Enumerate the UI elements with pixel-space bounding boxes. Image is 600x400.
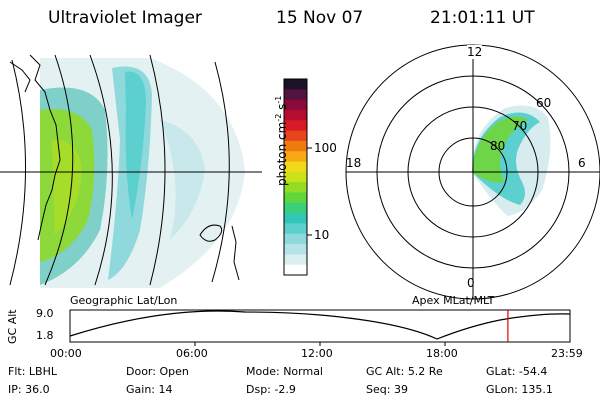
door-status: Door: Open [126, 365, 189, 378]
dsp-status: Dsp: -2.9 [246, 383, 296, 396]
gc-alt-xtick-0000: 00:00 [50, 347, 82, 360]
colorbar-stripe [284, 79, 307, 90]
mode-status: Mode: Normal [246, 365, 323, 378]
mlt-label-12: 12 [467, 45, 483, 59]
polar-image [471, 105, 551, 216]
colorbar-stripe [284, 130, 307, 142]
colorbar-stripe [284, 109, 307, 121]
lat-label-70: 70 [512, 119, 528, 133]
observation-date: 15 Nov 07 [276, 8, 364, 28]
colorbar-label: photon cm-2 s-1 [274, 95, 289, 186]
gc-alt-xtick-2359: 23:59 [551, 347, 583, 360]
colorbar-stripe [284, 192, 307, 204]
gcalt-status: GC Alt: 5.2 Re [366, 365, 443, 378]
coastlines [9, 54, 240, 281]
gain-status: Gain: 14 [126, 383, 173, 396]
polar-caption: Apex MLat/MLT [412, 294, 495, 307]
colorbar-stripe [284, 161, 307, 173]
gc-alt-curve [69, 310, 571, 340]
observation-time: 21:01:11 UT [430, 8, 535, 28]
geographic-caption: Geographic Lat/Lon [70, 294, 178, 307]
colorbar-stripe [284, 140, 307, 152]
seq-status: Seq: 39 [366, 383, 408, 396]
colorbar-stripe [284, 182, 307, 194]
ip-status: IP: 36.0 [8, 383, 50, 396]
colorbar-stripe [284, 244, 307, 255]
colorbar-frame [283, 78, 308, 276]
colorbar-stripe [284, 120, 307, 132]
colorbar-stripe [284, 264, 307, 276]
gc-alt-xtick-0600: 06:00 [176, 347, 208, 360]
geographic-grid [0, 54, 262, 286]
colorbar [284, 79, 307, 276]
colorbar-tick-10: 10 [314, 228, 330, 242]
colorbar-stripe [284, 202, 307, 214]
colorbar-stripe [284, 254, 307, 266]
colorbar-stripe [284, 89, 307, 101]
instrument-title: Ultraviolet Imager [48, 8, 202, 28]
filter-status: Flt: LBHL [8, 365, 57, 378]
mlt-label-18: 18 [346, 156, 362, 170]
glon-status: GLon: 135.1 [486, 383, 553, 396]
glat-status: GLat: -54.4 [486, 365, 548, 378]
colorbar-stripe [284, 233, 307, 245]
polar-grid [345, 44, 600, 300]
colorbar-tick-100: 100 [314, 141, 337, 155]
mlt-label-0: 0 [467, 276, 475, 290]
gc-alt-xtick-1800: 18:00 [426, 347, 458, 360]
gc-alt-ytick-max: 9.0 [36, 307, 54, 320]
colorbar-stripe [284, 213, 307, 225]
lat-label-60: 60 [536, 96, 552, 110]
lat-label-80: 80 [490, 139, 506, 153]
colorbar-stripe [284, 171, 307, 183]
colorbar-stripe [284, 223, 307, 235]
colorbar-stripe [284, 151, 307, 163]
gc-alt-ytick-min: 1.8 [36, 329, 54, 342]
geographic-image [40, 58, 245, 288]
mlt-label-6: 6 [578, 156, 586, 170]
gc-alt-ylabel: GC Alt [6, 309, 19, 344]
gc-alt-xtick-1200: 12:00 [301, 347, 333, 360]
colorbar-stripe [284, 99, 307, 111]
